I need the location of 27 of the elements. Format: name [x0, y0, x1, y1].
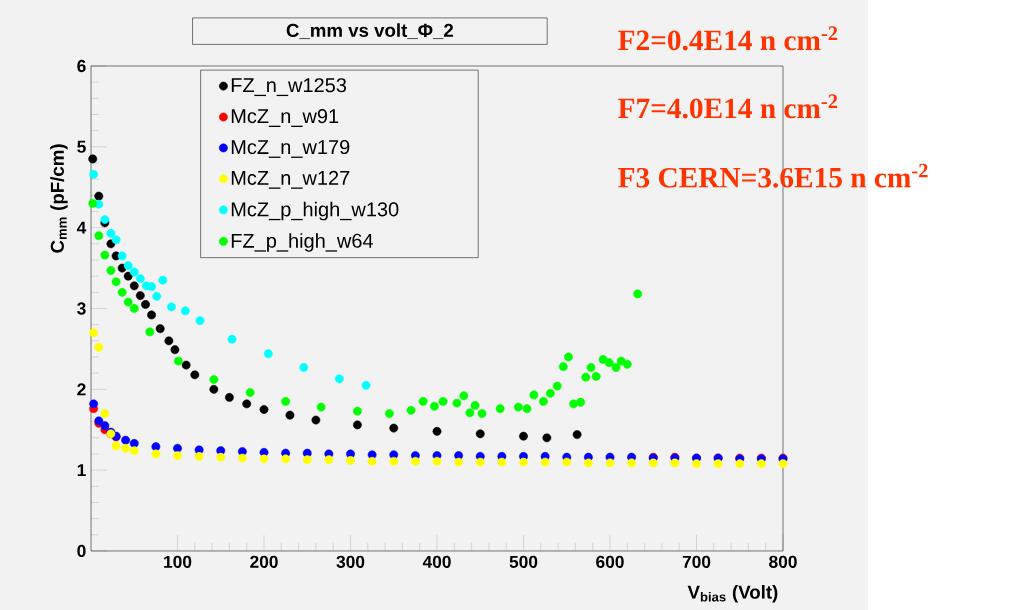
y-tick-label: 2 [77, 383, 86, 396]
annotation: F7=4.0E14 n cm$^{-2}$ [618, 94, 838, 119]
y-tick-label: 1 [77, 464, 86, 477]
x-tick-label: 200 [250, 555, 278, 568]
annotation: F3 CERN=3.6E15 n cm$^{-2}$ [618, 163, 928, 188]
x-tick-label: 300 [336, 555, 365, 568]
legend-label: McZ_n_w91 [231, 109, 339, 127]
y-tick-label: 3 [77, 302, 86, 315]
y-tick-label: 5 [77, 140, 86, 153]
y-tick-label: 0 [77, 544, 86, 558]
legend-label: McZ_n_w127 [231, 170, 350, 189]
chart-title: C_mm vs volt_Φ_2 [286, 23, 454, 40]
x-tick-label: 100 [164, 555, 192, 568]
x-tick-label: 500 [509, 555, 538, 568]
x-tick-label: 800 [769, 555, 797, 568]
x-axis-title: V$_{bias}$ (Volt) [687, 585, 778, 603]
legend-label: FZ_p_high_w64 [231, 233, 374, 252]
legend-label: McZ_p_high_w130 [231, 201, 399, 221]
x-tick-label: 600 [596, 555, 624, 568]
y-axis-title: C$_{mm}$ (pF/cm) [50, 144, 68, 253]
legend-label: McZ_n_w179 [231, 139, 350, 158]
y-tick-label: 4 [76, 221, 87, 234]
x-tick-label: 400 [422, 555, 451, 568]
text: F2=0.4E14 n cm$^{-2}$ [618, 26, 838, 51]
legend-label: FZ_n_w1253 [231, 78, 347, 97]
x-tick-label: 700 [682, 555, 711, 568]
y-tick-label: 6 [77, 59, 86, 73]
